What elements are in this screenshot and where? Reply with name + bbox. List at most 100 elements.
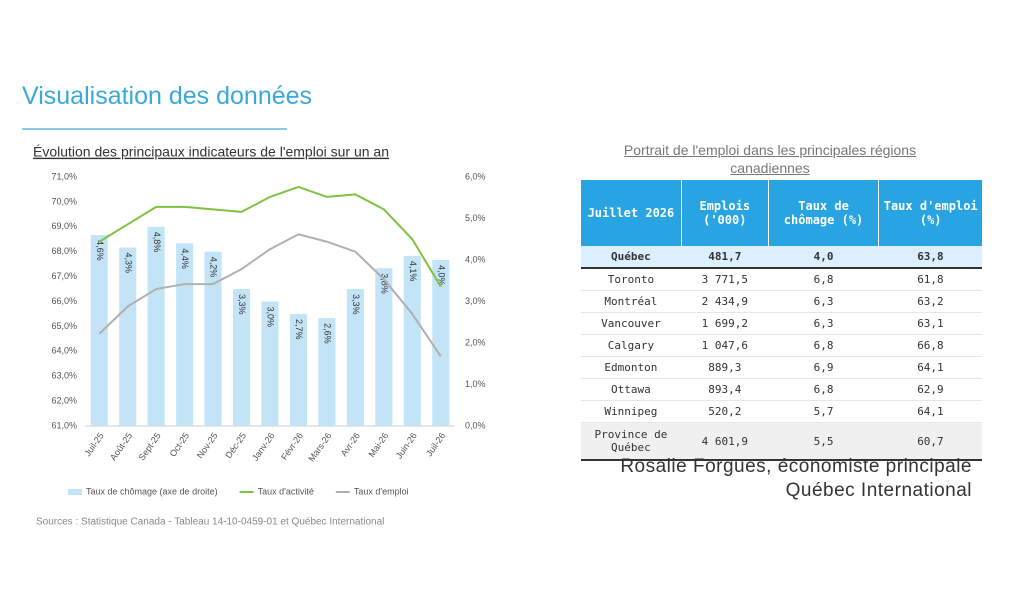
table-cell: Calgary <box>580 334 682 357</box>
table-cell: 66,8 <box>878 334 982 357</box>
chart-title: Évolution des principaux indicateurs de … <box>33 144 389 160</box>
table-header: Juillet 2026 Emplois ('000) Taux de chômag… <box>580 180 982 246</box>
y2-tick-label: 2,0% <box>465 337 486 347</box>
bar <box>346 289 364 426</box>
y2-tick-label: 5,0% <box>465 213 486 223</box>
y2-tick-label: 1,0% <box>465 379 486 389</box>
table-cell: 62,9 <box>878 378 982 401</box>
table-cell: 1 699,2 <box>681 312 769 335</box>
header-cell: Juillet 2026 <box>580 180 682 246</box>
x-tick-label: Oct-25 <box>168 431 192 459</box>
legend-item: Taux d'emploi <box>335 486 409 496</box>
table-cell: Ottawa <box>580 378 682 401</box>
x-tick-label: Juil-26 <box>424 431 447 458</box>
bar <box>147 226 165 426</box>
legend-label: Taux d'activité <box>258 486 314 496</box>
table-cell: 64,1 <box>878 400 982 423</box>
y2-tick-label: 4,0% <box>465 254 486 264</box>
bar <box>261 301 279 426</box>
table-cell: Province de Québec <box>580 422 682 461</box>
bar-label: 3,3% <box>237 294 247 315</box>
table-cell: 63,2 <box>878 290 982 313</box>
y-tick-label: 61,0% <box>51 420 77 430</box>
legend-label: Taux d'emploi <box>354 486 409 496</box>
table-cell: 64,1 <box>878 356 982 379</box>
table-cell: 520,2 <box>681 400 769 423</box>
y-tick-label: 70,0% <box>51 196 77 206</box>
y-tick-label: 67,0% <box>51 271 77 281</box>
bar <box>432 260 450 426</box>
bar <box>233 289 251 426</box>
header-cell: Taux d'emploi (%) <box>878 180 982 246</box>
table-cell: 1 047,6 <box>681 334 769 357</box>
bar <box>289 313 307 426</box>
table-row: Calgary 1 047,6 6,8 66,8 <box>580 334 982 357</box>
table-row: Toronto 3 771,5 6,8 61,8 <box>580 268 982 291</box>
bar-label: 3,3% <box>351 294 361 315</box>
table-cell: 2 434,9 <box>681 290 769 313</box>
table-cell: 6,8 <box>768 378 879 401</box>
x-tick-label: Sept-25 <box>136 431 162 463</box>
table-cell: 60,7 <box>878 422 982 461</box>
organization: Québec International <box>785 480 972 501</box>
bar-label: 4,6% <box>95 240 105 261</box>
legend-item: Taux d'activité <box>239 486 314 496</box>
table-cell: 889,3 <box>681 356 769 379</box>
bar-label: 2,7% <box>294 319 304 340</box>
bar <box>90 235 108 426</box>
bar <box>403 255 421 426</box>
y2-tick-label: 0,0% <box>465 420 486 430</box>
y2-tick-label: 3,0% <box>465 296 486 306</box>
table-cell: 6,3 <box>768 312 879 335</box>
table-cell: 63,1 <box>878 312 982 335</box>
table-cell: Edmonton <box>580 356 682 379</box>
bar-label: 4,0% <box>436 265 446 286</box>
x-tick-label: Avr-26 <box>339 431 362 458</box>
table-cell: 893,4 <box>681 378 769 401</box>
table-row: Province de Québec 4 601,9 5,5 60,7 <box>580 422 982 461</box>
table-cell: 6,3 <box>768 290 879 313</box>
y-tick-label: 66,0% <box>51 296 77 306</box>
table-cell: 63,8 <box>878 246 982 269</box>
table-row: Winnipeg 520,2 5,7 64,1 <box>580 400 982 423</box>
legend-label: Taux de chômage (axe de droite) <box>86 486 218 496</box>
author: Rosalie Forgues, économiste principale <box>620 456 972 477</box>
bar <box>204 251 222 426</box>
bar-label: 4,2% <box>209 257 219 278</box>
bar-label: 4,4% <box>180 248 190 269</box>
table-cell: 6,8 <box>768 334 879 357</box>
legend-swatch <box>68 489 82 495</box>
bar-label: 4,3% <box>123 253 133 274</box>
table-row: Montréal 2 434,9 6,3 63,2 <box>580 290 982 313</box>
y-tick-label: 62,0% <box>51 395 77 405</box>
bar-label: 2,6% <box>323 323 333 344</box>
table-row: Ottawa 893,4 6,8 62,9 <box>580 378 982 401</box>
table-cell: 4 601,9 <box>681 422 769 461</box>
table-cell: Vancouver <box>580 312 682 335</box>
table-cell: 481,7 <box>681 246 769 269</box>
table-cell: 61,8 <box>878 268 982 291</box>
table-title: Portrait de l'emploi dans les principale… <box>623 142 917 176</box>
header-cell: Taux de chômage (%) <box>767 180 879 246</box>
y-tick-label: 65,0% <box>51 321 77 331</box>
y-tick-label: 71,0% <box>51 171 77 181</box>
bar-label: 4,1% <box>408 261 418 282</box>
bar-label: 4,8% <box>152 232 162 253</box>
y-tick-label: 68,0% <box>51 246 77 256</box>
table-cell: Toronto <box>580 268 682 291</box>
table-cell: 5,5 <box>768 422 879 461</box>
signature: Rosalie Forgues, économiste principale Qu… <box>620 455 972 503</box>
table-cell: Montréal <box>580 290 682 313</box>
data-table: Juillet 2026 Emplois ('000) Taux de chômag… <box>580 180 982 461</box>
legend-item: Taux de chômage (axe de droite) <box>68 486 218 496</box>
table-cell: Québec <box>580 246 682 269</box>
table-cell: 4,0 <box>768 246 879 269</box>
y-tick-label: 64,0% <box>51 346 77 356</box>
x-tick-label: Juin-26 <box>394 431 419 461</box>
x-tick-label: Mars-26 <box>306 431 333 464</box>
y2-tick-label: 6,0% <box>465 171 486 181</box>
line <box>98 233 442 357</box>
bar-label: 3,8% <box>379 273 389 294</box>
y-tick-label: 69,0% <box>51 221 77 231</box>
table-row: Edmonton 889,3 6,9 64,1 <box>580 356 982 379</box>
